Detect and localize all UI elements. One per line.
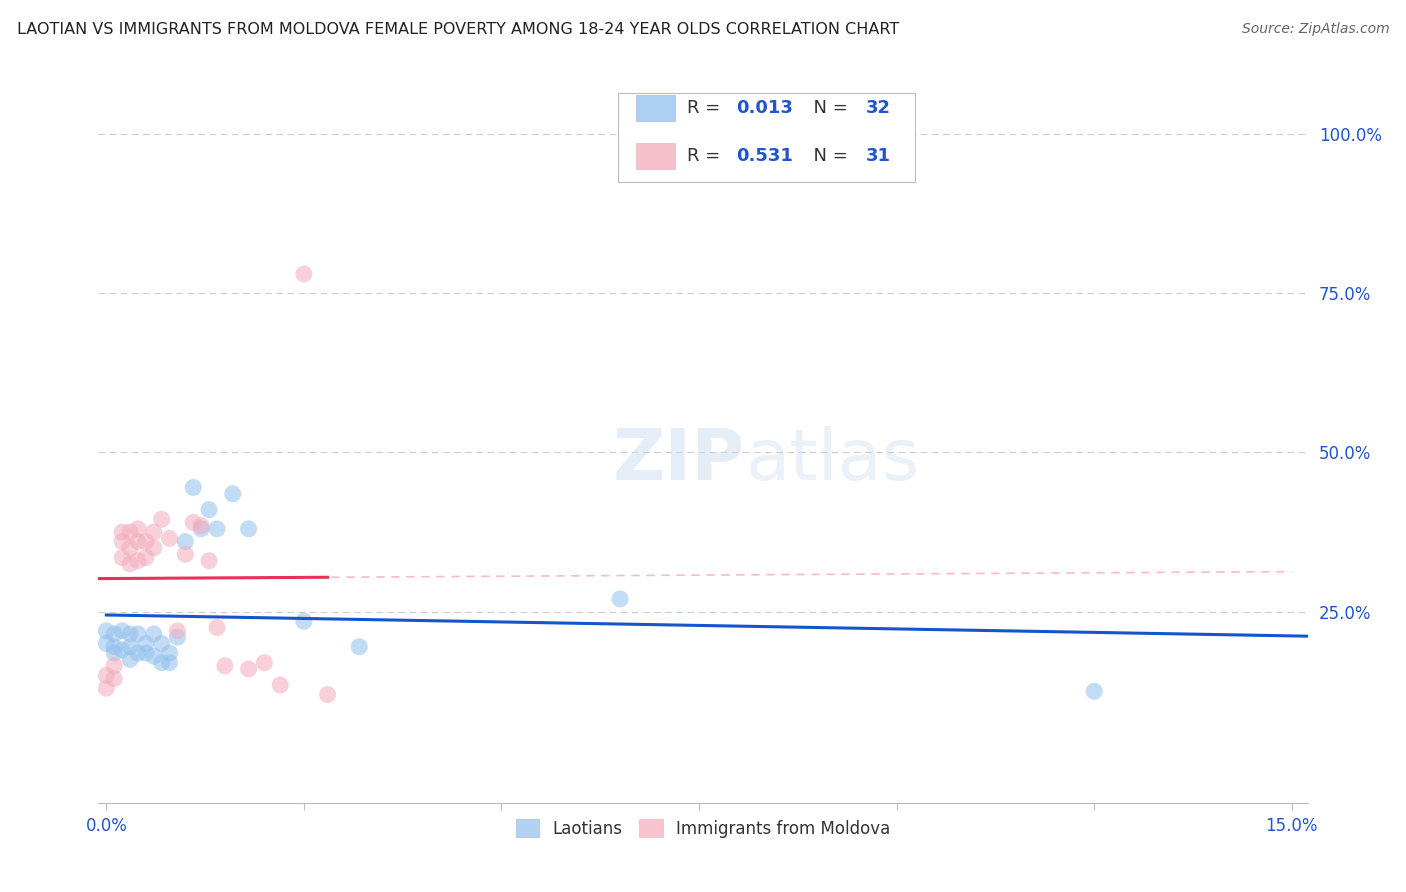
Point [190, 522, 212, 536]
Point [174, 534, 197, 549]
Text: 32: 32 [866, 99, 891, 117]
Point [159, 532, 181, 546]
Point [214, 658, 236, 673]
Text: N =: N = [803, 99, 853, 117]
Point [159, 646, 181, 660]
Point [150, 656, 173, 670]
Point [316, 688, 339, 702]
Point [111, 534, 134, 549]
Point [142, 541, 165, 555]
Point [1083, 684, 1105, 698]
Point [253, 656, 276, 670]
Point [103, 658, 125, 673]
Point [205, 621, 228, 635]
Text: atlas: atlas [745, 425, 920, 495]
Point [292, 267, 315, 281]
Point [181, 480, 204, 494]
FancyBboxPatch shape [637, 95, 675, 121]
Point [238, 522, 260, 536]
Point [96, 624, 118, 638]
Point [111, 624, 134, 638]
Text: R =: R = [688, 99, 727, 117]
Point [135, 550, 157, 565]
Point [166, 624, 188, 638]
Legend: Laotians, Immigrants from Moldova: Laotians, Immigrants from Moldova [508, 811, 898, 846]
Text: N =: N = [803, 146, 853, 164]
FancyBboxPatch shape [637, 144, 675, 169]
Text: R =: R = [688, 146, 727, 164]
Point [292, 614, 315, 628]
Point [166, 630, 188, 644]
Point [238, 662, 260, 676]
Point [118, 524, 141, 539]
Point [118, 627, 141, 641]
Point [118, 541, 141, 555]
Point [150, 512, 173, 526]
Point [142, 649, 165, 664]
Point [142, 627, 165, 641]
Point [127, 554, 149, 568]
Point [181, 516, 204, 530]
Point [103, 672, 125, 686]
Point [96, 636, 118, 650]
Point [222, 487, 245, 501]
Point [198, 502, 221, 516]
Point [174, 547, 197, 561]
Point [347, 640, 370, 654]
Point [135, 636, 157, 650]
Point [205, 522, 228, 536]
Point [127, 646, 149, 660]
Point [198, 554, 221, 568]
Point [269, 678, 291, 692]
Point [103, 640, 125, 654]
Point [127, 627, 149, 641]
Point [118, 640, 141, 654]
Point [103, 627, 125, 641]
Point [96, 681, 118, 695]
Text: 31: 31 [866, 146, 891, 164]
Point [111, 643, 134, 657]
Point [127, 534, 149, 549]
FancyBboxPatch shape [619, 93, 915, 182]
Point [103, 646, 125, 660]
Text: ZIP: ZIP [613, 425, 745, 495]
Point [150, 636, 173, 650]
Point [118, 652, 141, 666]
Point [159, 656, 181, 670]
Point [609, 591, 631, 606]
Point [127, 522, 149, 536]
Text: 0.013: 0.013 [735, 99, 793, 117]
Text: Source: ZipAtlas.com: Source: ZipAtlas.com [1241, 22, 1389, 37]
Point [135, 646, 157, 660]
Point [118, 557, 141, 571]
Text: LAOTIAN VS IMMIGRANTS FROM MOLDOVA FEMALE POVERTY AMONG 18-24 YEAR OLDS CORRELAT: LAOTIAN VS IMMIGRANTS FROM MOLDOVA FEMAL… [17, 22, 898, 37]
Text: 0.531: 0.531 [735, 146, 793, 164]
Point [142, 524, 165, 539]
Point [111, 524, 134, 539]
Point [190, 518, 212, 533]
Point [111, 550, 134, 565]
Point [135, 534, 157, 549]
Point [96, 668, 118, 682]
